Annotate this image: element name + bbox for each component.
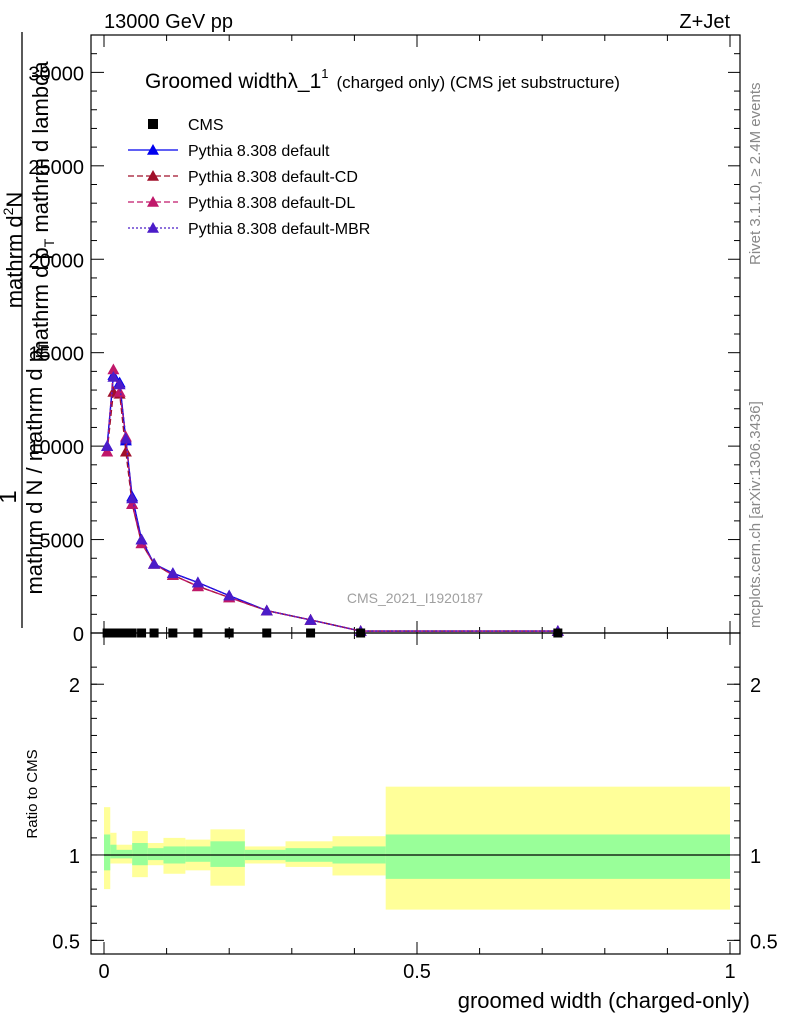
ylabel-numerator: mathrm d2N xyxy=(0,192,27,309)
main-ytick-label: 20000 xyxy=(28,250,84,272)
mc-data-point xyxy=(101,445,114,457)
main-ytick-label: 15000 xyxy=(28,344,84,366)
chart-title-sub: (charged only) (CMS jet substructure) xyxy=(337,73,620,92)
legend-entry: Pythia 8.308 default-DL xyxy=(128,195,355,212)
main-ytick-label: 25000 xyxy=(28,157,84,179)
mc-data-point xyxy=(148,557,161,569)
header-energy: 13000 GeV pp xyxy=(104,11,233,33)
ratio-xtick-label: 1 xyxy=(724,961,735,983)
ylabel-lower: mathrm d N / mathrm d pT xyxy=(22,341,51,595)
mc-data-point xyxy=(166,567,179,578)
legend-entry: Pythia 8.308 default-CD xyxy=(128,169,358,186)
legend-entry: Pythia 8.308 default-MBR xyxy=(128,221,370,238)
ratio-ytick-label-left: 1 xyxy=(69,846,80,868)
ratio-ytick-label-right: 1 xyxy=(750,846,761,868)
mcplots-label: mcplots.cern.ch [arXiv:1306.3436] xyxy=(747,401,764,628)
ratio-plot-frame xyxy=(90,632,741,955)
main-plot-panel: 0 5000 10000 15000 20000 25000 30000 Groomed w… xyxy=(0,32,741,646)
series-1 xyxy=(101,369,564,636)
ratio-xtick-label: 0.5 xyxy=(403,961,431,983)
mc-data-point xyxy=(126,498,139,509)
series-line xyxy=(106,390,558,632)
ylabel-denominator: mathrm d pT mathrm d lambda xyxy=(28,61,57,359)
legend-label: Pythia 8.308 default-CD xyxy=(188,169,358,186)
ratio-ytick-label-left: 2 xyxy=(69,675,80,697)
series-line xyxy=(106,373,558,632)
legend-label: Pythia 8.308 default xyxy=(188,143,330,160)
analysis-watermark: CMS_2021_I1920187 xyxy=(347,590,483,606)
main-axis-ticks: 0 5000 10000 15000 20000 25000 30000 xyxy=(28,34,740,646)
main-series-group xyxy=(101,363,564,638)
ratio-stat-band xyxy=(385,834,730,879)
legend-entry: CMS xyxy=(148,117,224,134)
legend-marker-square xyxy=(148,119,158,129)
mc-data-point xyxy=(135,533,148,545)
mc-data-point xyxy=(113,378,126,390)
ratio-ylabel: Ratio to CMS xyxy=(24,749,41,838)
chart-title-main: Groomed widthλ_1 xyxy=(145,70,321,93)
mc-data-point xyxy=(119,432,132,444)
ratio-stat-band xyxy=(104,834,111,871)
legend-entry: Pythia 8.308 default xyxy=(128,143,330,160)
ylabel-one: 1 xyxy=(0,490,22,503)
header-process: Z+Jet xyxy=(679,11,730,33)
mc-data-point xyxy=(223,589,236,601)
legend-label: Pythia 8.308 default-DL xyxy=(188,195,355,212)
ratio-stat-band xyxy=(110,844,117,859)
ratio-ytick-label-left: 0.5 xyxy=(52,931,80,953)
mc-data-point xyxy=(107,363,120,375)
chart-title-sup: 1 xyxy=(321,66,328,81)
series-2 xyxy=(101,385,564,636)
ratio-stat-band xyxy=(116,849,133,859)
ratio-stat-band xyxy=(147,848,164,861)
mc-data-point xyxy=(126,492,139,504)
legend-marker-triangle xyxy=(147,196,159,207)
main-ylabel: 1 mathrm d2N mathrm d pT mathrm d lambda… xyxy=(0,32,57,628)
series-line xyxy=(106,369,558,632)
mc-data-point xyxy=(113,385,126,397)
legend-label: Pythia 8.308 default-MBR xyxy=(188,221,370,238)
main-ytick-label: 30000 xyxy=(28,63,84,85)
mc-data-point xyxy=(260,604,273,616)
legend-marker-triangle xyxy=(147,222,159,233)
ratio-ytick-label-right: 0.5 xyxy=(750,931,778,953)
legend-marker-triangle xyxy=(147,170,159,181)
ratio-ytick-label-right: 2 xyxy=(750,675,761,697)
ratio-xtick-label: 0 xyxy=(98,961,109,983)
legend: CMS Pythia 8.308 default Pythia 8.308 defa… xyxy=(128,117,370,238)
series-4 xyxy=(101,370,564,636)
ratio-bands xyxy=(104,786,730,910)
ratio-plot-panel: 0.5 0.5 1 1 2 2 0 0.5 1 Ratio to CMS groomed wid… xyxy=(24,632,778,1013)
mc-data-point xyxy=(304,613,317,625)
series-3 xyxy=(101,363,564,636)
legend-marker-triangle xyxy=(147,144,159,155)
series-line xyxy=(106,375,558,632)
mc-data-point xyxy=(107,370,120,382)
ratio-xlabel: groomed width (charged-only) xyxy=(458,988,750,1013)
mc-data-point xyxy=(101,440,114,451)
ratio-stat-band xyxy=(210,841,245,867)
mc-data-point xyxy=(191,576,204,588)
chart-title: Groomed widthλ_11 (charged only) (CMS jet… xyxy=(145,66,620,93)
mc-data-point xyxy=(119,445,132,457)
legend-label: CMS xyxy=(188,117,224,134)
rivet-label: Rivet 3.1.10, ≥ 2.4M events xyxy=(747,83,764,266)
main-ytick-label: 5000 xyxy=(40,531,85,553)
main-ytick-label: 10000 xyxy=(28,437,84,459)
ratio-stat-band xyxy=(185,846,211,862)
main-ytick-label: 0 xyxy=(73,624,84,646)
ratio-axis-ticks: 0.5 0.5 1 1 2 2 0 0.5 1 xyxy=(52,633,778,983)
ratio-stat-band xyxy=(132,843,148,866)
